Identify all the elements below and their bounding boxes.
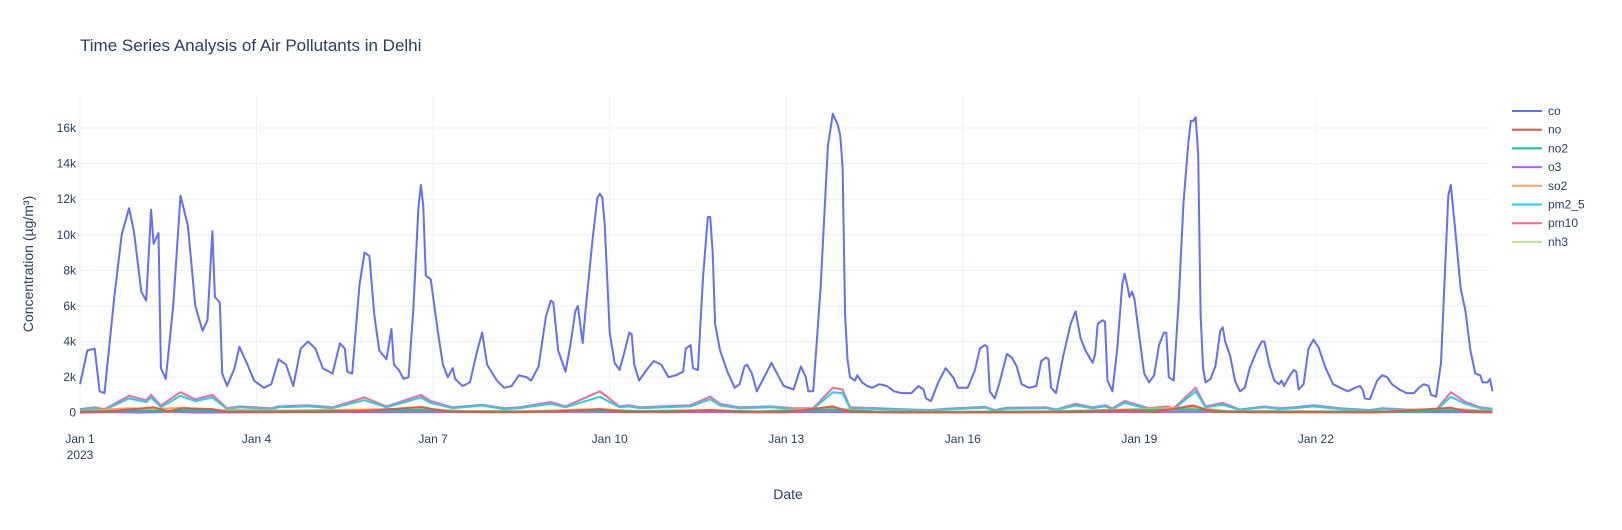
legend-label: no [1548, 123, 1562, 137]
legend-item-pm2_5[interactable]: pm2_5 [1512, 198, 1585, 212]
legend-item-no2[interactable]: no2 [1512, 141, 1568, 155]
legend-item-co[interactable]: co [1512, 104, 1561, 118]
y-axis-title: Concentration (µg/m³) [20, 196, 36, 332]
series-line-no [79, 404, 1493, 414]
x-tick-label: Jan 22 [1298, 432, 1334, 446]
legend: co no no2 o3 so2 pm2_5 pm10 nh3 [1512, 104, 1585, 249]
x-tick-label: Jan 13 [768, 432, 804, 446]
y-tick-label: 10k [57, 228, 77, 242]
legend-label: no2 [1548, 141, 1568, 155]
y-tick-label: 14k [57, 157, 77, 171]
legend-item-nh3[interactable]: nh3 [1512, 235, 1568, 249]
legend-item-pm10[interactable]: pm10 [1512, 216, 1578, 230]
x-tick-label: Jan 7 [418, 432, 448, 446]
chart-title: Time Series Analysis of Air Pollutants i… [80, 36, 421, 55]
y-tick-label: 12k [57, 192, 77, 206]
legend-label: o3 [1548, 160, 1562, 174]
legend-label: pm2_5 [1548, 198, 1585, 212]
legend-item-so2[interactable]: so2 [1512, 179, 1568, 193]
legend-label: co [1548, 104, 1561, 118]
x-tick-label: Jan 10 [592, 432, 628, 446]
series-line-co [79, 112, 1494, 403]
y-tick-label: 6k [63, 299, 77, 313]
legend-label: so2 [1548, 179, 1568, 193]
x-tick-label: Jan 4 [242, 432, 272, 446]
series-line-pm2_5 [79, 390, 1493, 412]
legend-label: nh3 [1548, 235, 1568, 249]
series-lines [79, 112, 1494, 414]
y-tick-label: 2k [63, 370, 77, 384]
legend-label: pm10 [1548, 216, 1578, 230]
y-axis-ticks: 0 2k 4k 6k 8k 10k 12k 14k 16k [57, 121, 77, 420]
legend-item-no[interactable]: no [1512, 123, 1562, 137]
x-tick-sublabel: 2023 [67, 448, 94, 462]
x-tick-label: Jan 1 [65, 432, 95, 446]
x-tick-label: Jan 16 [945, 432, 981, 446]
y-tick-label: 8k [63, 263, 77, 277]
x-axis-title: Date [773, 486, 803, 502]
y-tick-label: 0 [69, 406, 76, 420]
legend-item-o3[interactable]: o3 [1512, 160, 1562, 174]
y-tick-label: 4k [63, 335, 77, 349]
x-axis-ticks: Jan 1 2023 Jan 4 Jan 7 Jan 10 Jan 13 Jan 16 Jan… [65, 432, 1334, 462]
y-tick-label: 16k [57, 121, 77, 135]
x-tick-label: Jan 19 [1121, 432, 1157, 446]
